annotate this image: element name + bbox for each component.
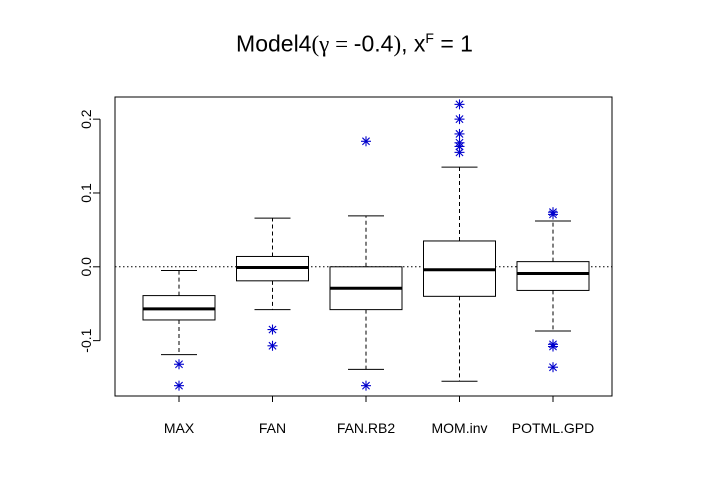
- outlier-point: [361, 136, 371, 147]
- title-close-paren: ): [393, 31, 402, 57]
- x-tick-label: FAN: [259, 420, 286, 436]
- outlier-point: [454, 128, 465, 139]
- outlier-point: [454, 114, 465, 125]
- outlier-point: [454, 147, 465, 158]
- outlier-point: [548, 362, 558, 373]
- title-prefix: Model4: [236, 30, 312, 57]
- x-tick-label: MAX: [164, 420, 195, 436]
- y-tick-label: 0.2: [78, 109, 94, 129]
- title-equals: =: [329, 31, 354, 57]
- title-separator: , x: [401, 30, 426, 57]
- title-gamma-symbol: γ: [319, 31, 330, 57]
- y-tick-label: 0.0: [78, 257, 94, 277]
- outlier-point: [267, 324, 278, 335]
- iqr-box: [516, 261, 590, 291]
- y-tick-label: -0.1: [78, 328, 94, 352]
- x-tick-label: MOM.inv: [432, 420, 488, 436]
- x-tick-label: POTML.GPD: [512, 420, 594, 436]
- outlier-point: [548, 209, 558, 220]
- title-rhs: = 1: [433, 30, 473, 57]
- plot-frame: [114, 96, 613, 397]
- chart-title: Model4(γ = -0.4), xF = 1: [0, 30, 709, 58]
- y-tick-label: 0.1: [78, 183, 94, 203]
- outlier-point: [361, 380, 371, 391]
- outlier-point: [174, 359, 184, 370]
- x-tick-label: FAN.RB2: [337, 420, 396, 436]
- title-open-paren: (: [311, 31, 320, 57]
- outlier-point: [267, 340, 278, 351]
- title-gamma-value: -0.4: [353, 30, 394, 57]
- outlier-point: [454, 99, 465, 110]
- outlier-point: [174, 380, 184, 391]
- title-superscript: F: [425, 30, 434, 46]
- outlier-point: [548, 341, 558, 352]
